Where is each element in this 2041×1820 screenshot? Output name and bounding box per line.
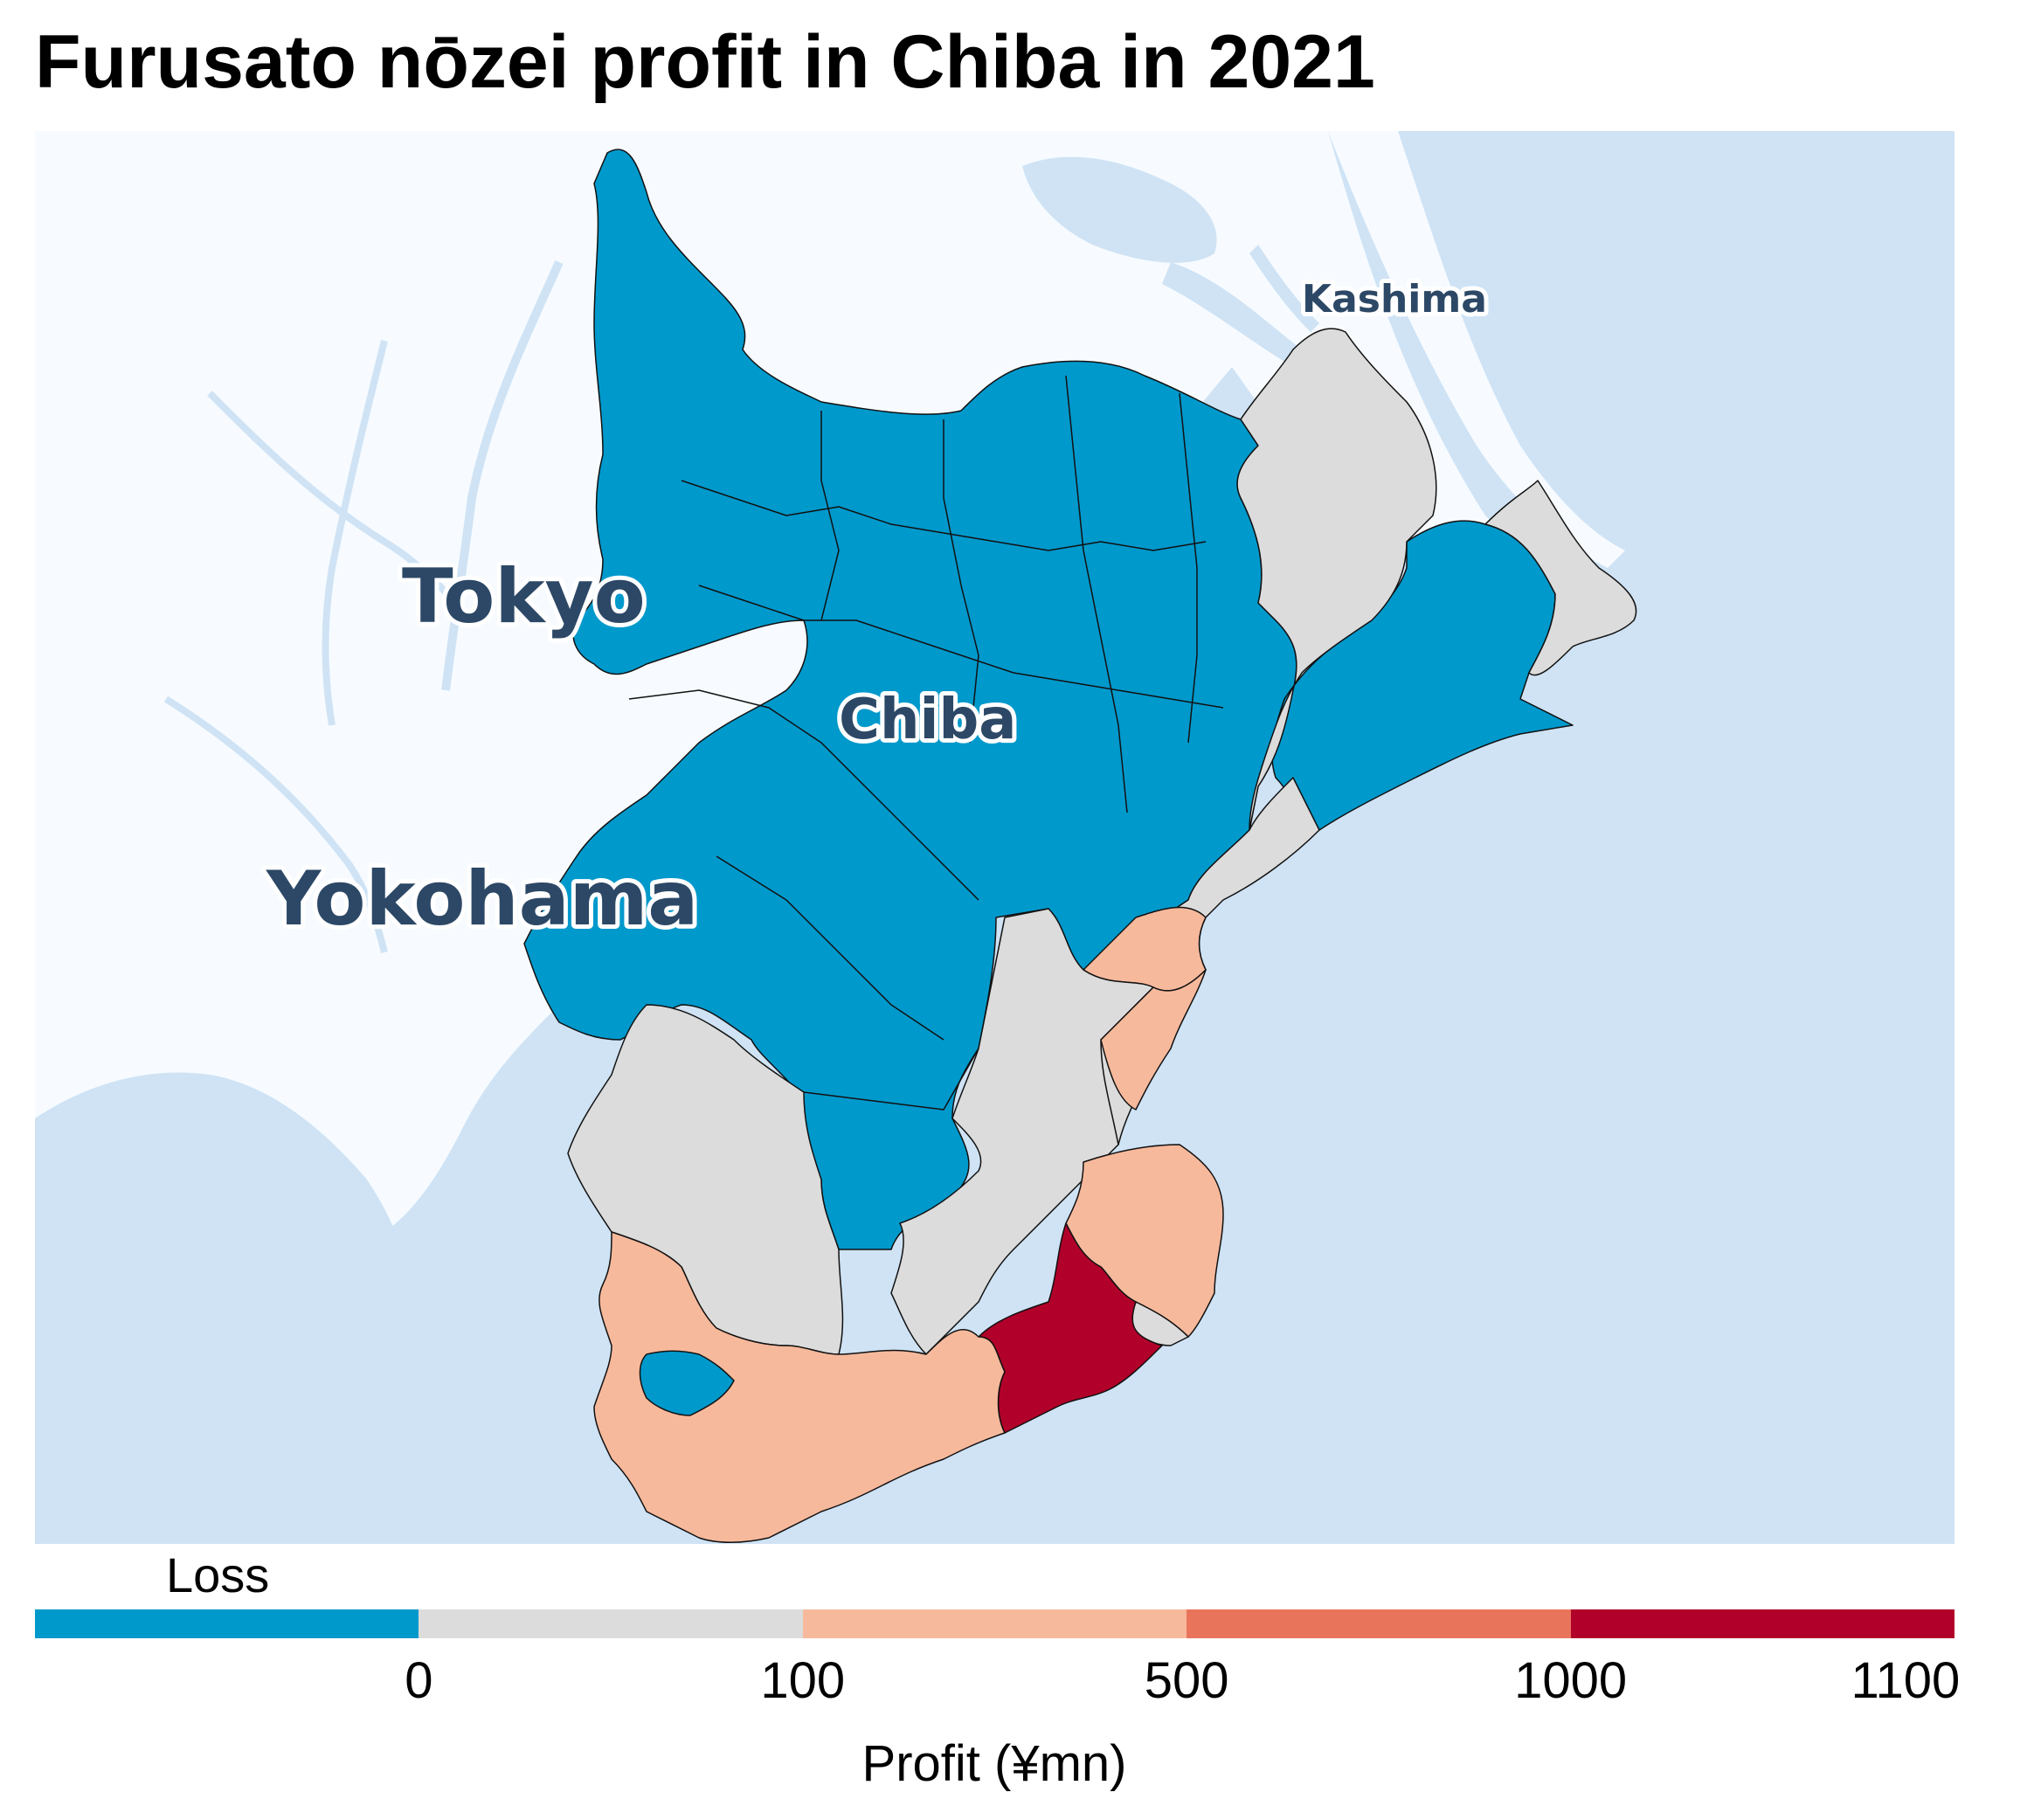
- legend-tick: 1000: [1514, 1652, 1628, 1709]
- legend-tick: 1100: [1851, 1652, 1961, 1709]
- legend-segment-4: [1570, 1609, 1955, 1638]
- region-loss-southwest[interactable]: [639, 1350, 735, 1416]
- municipal-borders: [628, 375, 1224, 1111]
- region-peach-southeast[interactable]: [1100, 969, 1207, 1111]
- region-peach-south[interactable]: [593, 1231, 1006, 1543]
- legend-segment-3: [1187, 1609, 1571, 1638]
- choropleth-map[interactable]: Kashima Tokyo Chiba Yokohama: [35, 131, 1955, 1544]
- map-panel[interactable]: Kashima Tokyo Chiba Yokohama: [35, 131, 1955, 1544]
- region-red-kamogawa[interactable]: [978, 1222, 1163, 1434]
- label-tokyo: Tokyo: [402, 553, 646, 640]
- chart-title: Furusato nōzei profit in Chiba in 2021: [35, 20, 1375, 104]
- legend-segment-1: [419, 1609, 803, 1638]
- legend-axis-title: Profit (¥mn): [861, 1735, 1127, 1792]
- inland-water: [35, 156, 1319, 1417]
- legend-color-bar: [35, 1609, 1955, 1638]
- region-grey-middle[interactable]: [890, 908, 1154, 1355]
- region-grey-choshi[interactable]: [1484, 480, 1637, 676]
- region-grey-northeast[interactable]: [1236, 328, 1437, 831]
- label-chiba: Chiba: [839, 688, 1016, 752]
- label-yokohama: Yokohama: [266, 855, 698, 943]
- legend-tick: 0: [405, 1652, 433, 1709]
- legend-tick: 500: [1144, 1652, 1229, 1709]
- land-ibaraki-coast: [1328, 131, 1625, 568]
- legend-segment-2: [802, 1609, 1187, 1638]
- legend-tick: 100: [760, 1652, 846, 1709]
- legend-loss-label: Loss: [166, 1547, 270, 1602]
- region-loss-northwest[interactable]: [523, 149, 1297, 1250]
- label-kashima: Kashima: [1302, 277, 1487, 322]
- legend-segment-0: [35, 1609, 419, 1638]
